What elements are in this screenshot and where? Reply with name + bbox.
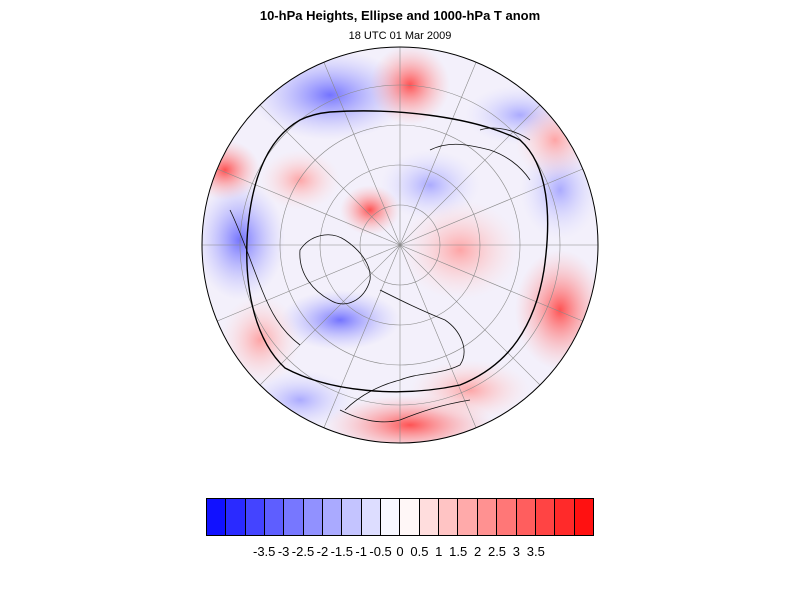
map-title: 10-hPa Heights, Ellipse and 1000-hPa T a… <box>259 8 541 23</box>
colorbar-tick-label: -3 <box>277 544 290 559</box>
colorbar-tick-label: -1 <box>355 544 367 559</box>
colorbar-tick-label: 2.5 <box>487 544 507 559</box>
colorbar-tick-label: -3.5 <box>252 544 276 559</box>
colorbar-box <box>207 499 227 535</box>
height-ellipse-contour <box>246 110 549 393</box>
map-boundary <box>201 46 599 444</box>
colorbar-box <box>439 499 459 535</box>
colorbar-tick-label: 2 <box>473 544 482 559</box>
colorbar-tick-label: 3 <box>512 544 521 559</box>
colorbar-box <box>497 499 517 535</box>
temperature-anomaly-field <box>202 47 598 443</box>
colorbar-box <box>458 499 478 535</box>
coastlines <box>229 127 531 423</box>
colorbar-box <box>284 499 304 535</box>
colorbar-box <box>245 499 266 535</box>
colorbar <box>206 498 594 536</box>
colorbar-box <box>555 499 575 535</box>
colorbar-box <box>574 499 593 535</box>
colorbar-tick-label: -1.5 <box>330 544 353 559</box>
colorbar-box <box>477 499 498 535</box>
colorbar-box <box>265 499 285 535</box>
colorbar-box <box>323 499 343 535</box>
colorbar-tick-label: -2 <box>316 544 329 559</box>
colorbar-box <box>419 499 440 535</box>
colorbar-box <box>381 499 401 535</box>
colorbar-tick-label: 3.5 <box>526 544 545 559</box>
colorbar-box <box>400 499 420 535</box>
map-subtitle: 18 UTC 01 Mar 2009 <box>348 30 452 42</box>
colorbar-box <box>342 499 362 535</box>
colorbar-tick-label: -0.5 <box>369 544 392 559</box>
colorbar-tick-label: 1.5 <box>449 544 468 559</box>
colorbar-box <box>361 499 382 535</box>
colorbar-box <box>226 499 246 535</box>
colorbar-box <box>303 499 324 535</box>
colorbar-tick-label: 0.5 <box>410 544 429 559</box>
colorbar-tick-label: 1 <box>435 544 443 559</box>
colorbar-box <box>516 499 536 535</box>
colorbar-labels: -3.5 -3 -2.5 -2 -1.5 -1 -0.5 0 0.5 1 1.5 2 2.5 3 3.5 <box>206 544 594 560</box>
colorbar-box <box>535 499 556 535</box>
colorbar-tick-label: -2.5 <box>291 544 315 559</box>
colorbar-tick-label: 0 <box>396 544 404 559</box>
